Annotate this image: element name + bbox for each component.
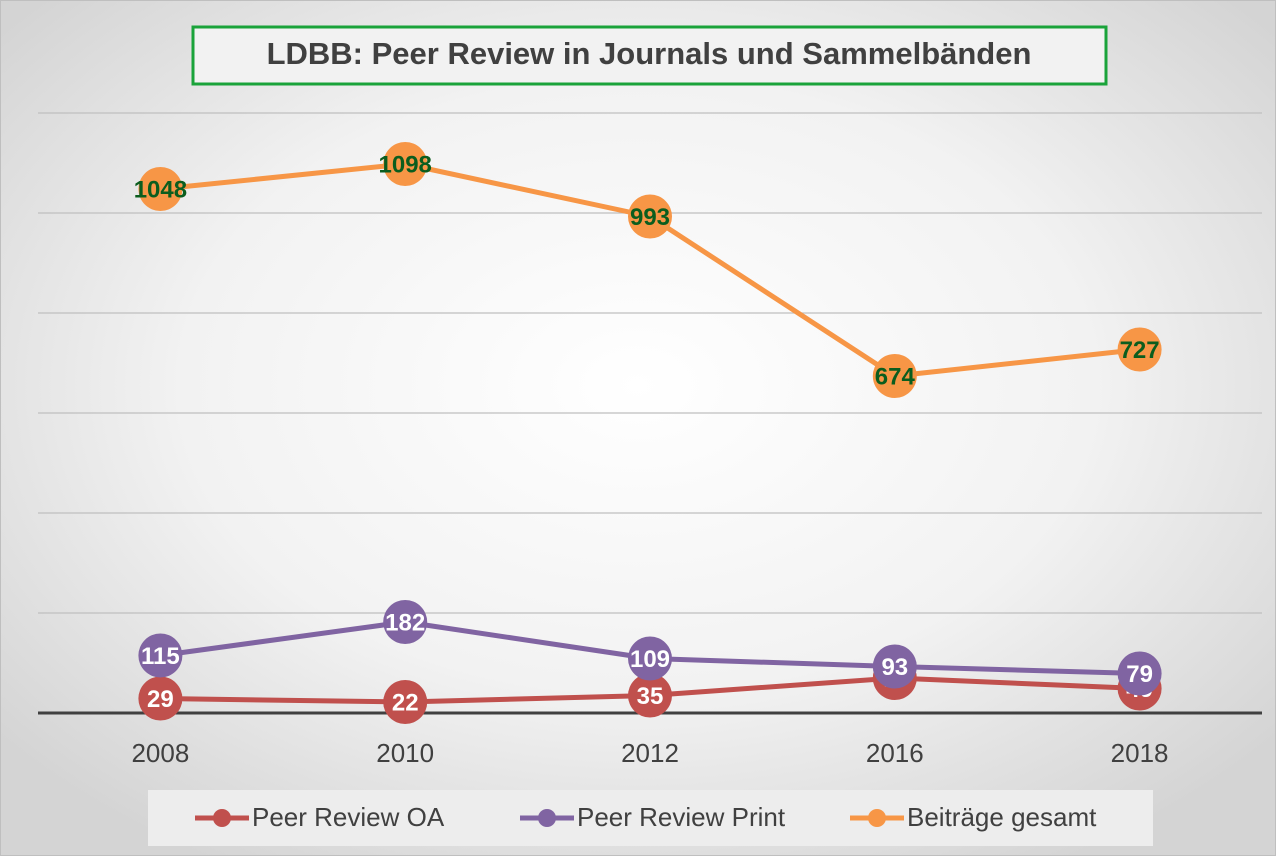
x-tick-label: 2008 [131, 738, 189, 768]
legend-label: Beiträge gesamt [907, 802, 1097, 832]
marker [383, 142, 428, 186]
legend-box [148, 790, 1153, 846]
legend-marker [868, 809, 886, 827]
marker [383, 600, 428, 644]
marker [138, 167, 183, 211]
data-label: 1098 [379, 151, 432, 178]
data-label: 29 [147, 686, 174, 713]
marker [628, 673, 672, 718]
data-label: 115 [141, 643, 180, 670]
marker [1117, 651, 1162, 696]
data-label: 35 [637, 683, 664, 710]
legend-marker [538, 809, 556, 827]
data-label: 993 [630, 204, 670, 231]
data-label: 674 [875, 363, 916, 390]
legend-marker [213, 809, 231, 827]
marker [383, 680, 428, 724]
data-label: 22 [392, 689, 419, 716]
marker [872, 354, 917, 398]
marker [628, 636, 672, 681]
legend-label: Peer Review Print [577, 802, 786, 832]
data-label: 1048 [134, 176, 187, 203]
marker [138, 633, 183, 678]
data-label: 79 [1126, 661, 1153, 688]
x-tick-label: 2010 [376, 738, 434, 768]
marker [138, 676, 183, 721]
data-label: 109 [630, 646, 670, 673]
x-tick-label: 2016 [866, 738, 924, 768]
data-label: 727 [1120, 337, 1160, 364]
legend-label: Peer Review OA [252, 802, 445, 832]
chart-title: LDBB: Peer Review in Journals und Sammel… [267, 36, 1032, 71]
title-box [191, 25, 1108, 86]
data-label: 182 [385, 609, 425, 636]
marker [628, 194, 672, 239]
marker [1117, 327, 1162, 372]
marker [872, 644, 917, 689]
data-label: 93 [881, 654, 908, 681]
x-tick-label: 2012 [621, 738, 679, 768]
x-tick-label: 2018 [1111, 738, 1169, 768]
